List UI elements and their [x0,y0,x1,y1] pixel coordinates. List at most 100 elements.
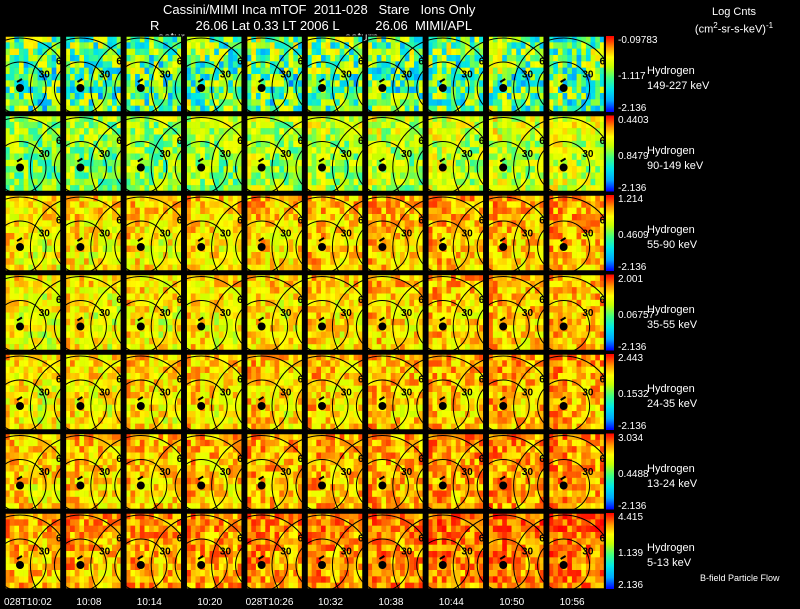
heatmap-cell [251,159,257,167]
heatmap-cell [441,55,447,62]
heatmap-cell [497,201,503,208]
heatmap-cell [28,42,34,49]
heatmap-cell [139,226,145,234]
heatmap-cell [409,195,415,202]
heatmap-cell [265,166,271,173]
heatmap-cell [358,220,364,227]
heatmap-cell [107,105,113,113]
contour-label: 30 [341,149,353,160]
heatmap-cell [502,42,508,49]
heatmap-cell [293,147,299,154]
heatmap-cell [51,195,57,202]
heatmap-cell [492,134,498,142]
heatmap-cell [530,245,536,253]
heatmap-cell [455,178,461,186]
heatmap-cell [195,201,201,208]
heatmap-cell [33,48,38,56]
heatmap-cell [497,36,503,43]
heatmap-cell [214,115,220,123]
heatmap-cell [479,245,485,253]
heatmap-cell [441,201,447,208]
heatmap-cell [98,201,104,208]
heatmap-cell [93,318,99,326]
heatmap-cell [367,207,373,215]
heatmap-cell [553,195,559,202]
heatmap-cell [70,80,76,87]
contour-label: 60 [56,136,68,147]
heatmap-cell [534,140,540,148]
heatmap-cell [251,121,257,129]
heatmap-cell [437,159,443,167]
heatmap-cell [158,233,164,240]
heatmap-cell [418,245,424,253]
heatmap-cell [98,318,104,326]
heatmap-cell [200,258,206,265]
heatmap-cell [70,280,76,288]
heatmap-cell [553,172,559,180]
heatmap-cell [353,264,359,272]
heatmap-cell [98,185,104,192]
heatmap-cell [595,42,601,49]
heatmap-cell [520,245,526,253]
heatmap-cell [144,287,150,294]
contour-label: 60 [237,57,249,68]
heatmap-cell [98,99,104,106]
heatmap-cell [400,115,406,123]
heatmap-cell [311,178,317,186]
heatmap-cell [14,80,20,87]
heatmap-cell [585,42,591,49]
heatmap-cell [65,312,71,320]
heatmap-cell [311,172,317,180]
heatmap-cell [381,185,387,192]
contour-label: 60 [539,216,551,227]
heatmap-cell [209,201,215,208]
heatmap-cell [530,233,536,240]
heatmap-cell [516,115,522,123]
heatmap-cell [539,195,545,202]
heatmap-cell [400,166,406,173]
heatmap-cell [279,105,285,113]
heatmap-cell [107,121,113,129]
heatmap-cell [70,264,76,272]
heatmap-cell [9,245,15,253]
heatmap-cell [149,306,155,313]
contour-circle [416,61,470,115]
heatmap-cell [460,264,466,272]
heatmap-cell [70,178,76,186]
heatmap-cell [204,185,210,192]
heatmap-cell [195,214,201,221]
heatmap-cell [251,166,257,173]
heatmap-cell [567,86,573,94]
heatmap-cell [358,134,364,142]
heatmap-cell [255,121,261,129]
heatmap-cell [167,80,173,87]
heatmap-cell [599,245,605,253]
heatmap-cell [163,280,169,288]
heatmap-cell [595,121,601,129]
heatmap-cell [307,178,312,186]
heatmap-cell [400,172,406,180]
heatmap-cell [130,331,136,339]
heatmap-cell [441,159,447,167]
heatmap-cell [223,42,229,49]
heatmap-cell [353,239,359,246]
heatmap-cell [400,74,406,81]
heatmap-cell [47,214,52,221]
heatmap-cell [214,178,220,186]
heatmap-cell [33,252,38,259]
heatmap-cell [414,105,420,113]
heatmap-cell [74,299,80,307]
heatmap-cell [274,93,280,100]
heatmap-cell [153,93,159,100]
heatmap-cell [506,61,512,68]
heatmap-cell [432,74,438,81]
heatmap-cell [325,134,331,142]
heatmap-cell [339,80,345,87]
heatmap-cell [47,344,52,351]
heatmap-cell [98,280,104,288]
heatmap-cell [88,42,94,49]
heatmap-cell [539,86,545,94]
heatmap-cell [446,147,452,154]
heatmap-cell [139,318,145,326]
heatmap-cell [74,258,80,265]
